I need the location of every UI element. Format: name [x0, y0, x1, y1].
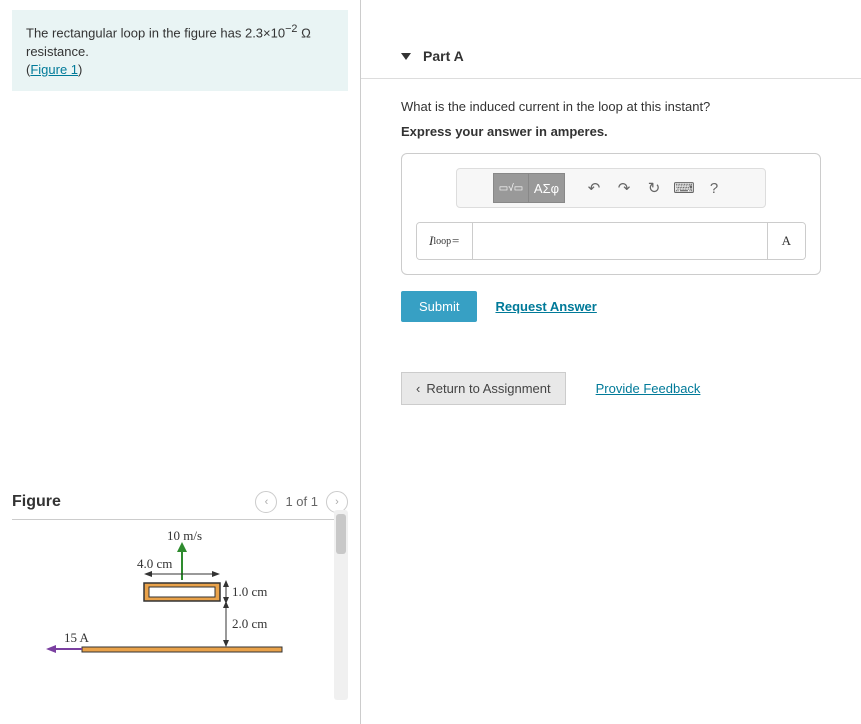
height-label: 1.0 cm	[232, 584, 267, 599]
figure-svg: 10 m/s 4.0 cm 1.0 cm 2.0 cm	[32, 530, 332, 690]
problem-value: 2.3×10	[245, 25, 285, 40]
figure-scrollbar[interactable]	[334, 510, 348, 700]
velocity-label: 10 m/s	[167, 530, 202, 543]
current-label: 15 A	[64, 630, 90, 645]
keyboard-button[interactable]: ⌨	[669, 173, 699, 203]
part-header[interactable]: Part A	[361, 30, 861, 79]
figure-divider	[12, 519, 348, 520]
caret-down-icon	[401, 53, 411, 60]
figure-scroll-thumb[interactable]	[336, 514, 346, 554]
part-title: Part A	[423, 48, 464, 64]
figure-prev-button[interactable]: ‹	[255, 491, 277, 513]
greek-button[interactable]: ΑΣφ	[529, 173, 565, 203]
gap-label: 2.0 cm	[232, 616, 267, 631]
figure-area: 10 m/s 4.0 cm 1.0 cm 2.0 cm	[12, 530, 348, 690]
problem-unit: Ω	[301, 25, 311, 40]
figure-link[interactable]: Figure 1	[30, 62, 78, 77]
redo-button[interactable]: ↷	[609, 173, 639, 203]
problem-statement: The rectangular loop in the figure has 2…	[12, 10, 348, 91]
answer-toolbar: ▭√▭ ΑΣφ ↶ ↷ ↻ ⌨ ?	[456, 168, 766, 208]
problem-text-2: resistance.	[26, 44, 89, 59]
undo-button[interactable]: ↶	[579, 173, 609, 203]
chevron-left-icon: ‹	[416, 381, 420, 396]
figure-pager: 1 of 1	[285, 494, 318, 509]
part-instruction: Express your answer in amperes.	[401, 124, 821, 139]
unit-label: A	[767, 223, 805, 259]
answer-input[interactable]	[473, 223, 767, 259]
request-answer-link[interactable]: Request Answer	[495, 299, 596, 314]
width-label: 4.0 cm	[137, 556, 172, 571]
figure-title: Figure	[12, 493, 61, 511]
answer-box: ▭√▭ ΑΣφ ↶ ↷ ↻ ⌨ ? Iloop = A	[401, 153, 821, 275]
submit-button[interactable]: Submit	[401, 291, 477, 322]
return-button[interactable]: ‹ Return to Assignment	[401, 372, 566, 405]
part-prompt: What is the induced current in the loop …	[401, 99, 821, 114]
provide-feedback-link[interactable]: Provide Feedback	[596, 381, 701, 396]
return-label: Return to Assignment	[426, 381, 550, 396]
variable-label: Iloop =	[417, 223, 473, 259]
problem-exponent: −2	[285, 23, 297, 35]
problem-text-1: The rectangular loop in the figure has	[26, 25, 245, 40]
templates-button[interactable]: ▭√▭	[493, 173, 529, 203]
help-button[interactable]: ?	[699, 173, 729, 203]
reset-button[interactable]: ↻	[639, 173, 669, 203]
